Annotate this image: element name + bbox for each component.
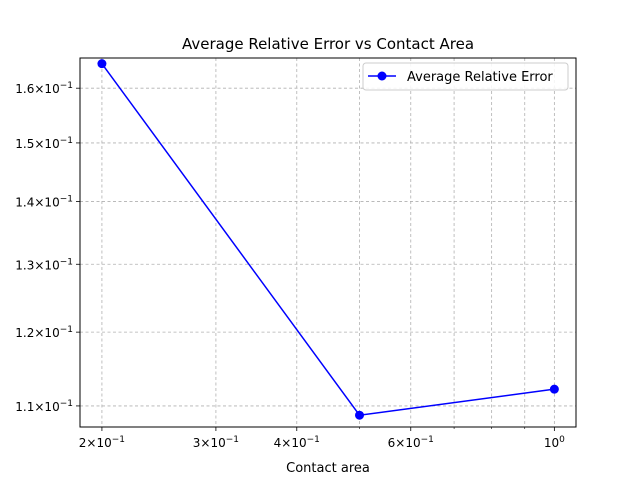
y-tick-label-0: 1.1×10−1 xyxy=(15,399,73,414)
series-layer xyxy=(97,59,559,420)
legend: Average Relative Error xyxy=(362,62,569,91)
x-tick-label-2-exponent: −1 xyxy=(307,435,320,445)
y-tick-label-4-exponent: −1 xyxy=(60,136,73,146)
chart-title: Average Relative Error vs Contact Area xyxy=(182,35,474,53)
legend-marker-swatch xyxy=(377,71,387,81)
x-tick-label-0-exponent: −1 xyxy=(112,435,125,445)
x-axis-label: Contact area xyxy=(286,461,370,476)
y-tick-label-3-exponent: −1 xyxy=(60,194,73,204)
series-line-0 xyxy=(101,63,555,417)
grid-lines xyxy=(80,58,576,427)
x-tick-label-2: 4×10−1 xyxy=(274,435,320,450)
x-axis-ticks: 2×10−1 3×10−1 4×10−1 6×10−1 100 xyxy=(79,427,565,450)
y-tick-label-1-exponent: −1 xyxy=(60,325,73,335)
x-tick-label-3: 6×10−1 xyxy=(388,435,434,450)
y-tick-label-0-exponent: −1 xyxy=(60,399,73,409)
y-tick-label-5: 1.6×10−1 xyxy=(15,81,73,96)
data-point-0-2 xyxy=(549,384,559,394)
x-tick-label-4: 100 xyxy=(544,435,565,450)
data-point-0-0 xyxy=(97,59,107,69)
y-tick-label-2-exponent: −1 xyxy=(60,257,73,267)
y-tick-label-3: 1.4×10−1 xyxy=(15,194,73,209)
y-axis-ticks: 1.1×10−1 1.2×10−1 1.3×10−1 1.4×10−1 1.5×10−1… xyxy=(15,81,80,414)
x-tick-label-0: 2×10−1 xyxy=(79,435,125,450)
data-point-0-1 xyxy=(355,410,365,420)
y-tick-label-5-exponent: −1 xyxy=(60,81,73,91)
x-tick-label-3-exponent: −1 xyxy=(421,435,434,445)
x-tick-label-1: 3×10−1 xyxy=(193,435,239,450)
x-tick-label-4-exponent: 0 xyxy=(559,435,565,445)
plot-area-frame xyxy=(79,57,577,428)
y-tick-label-4: 1.5×10−1 xyxy=(15,136,73,151)
y-tick-label-2: 1.3×10−1 xyxy=(15,257,73,272)
legend-entry-label: Average Relative Error xyxy=(407,70,553,85)
x-tick-label-1-exponent: −1 xyxy=(226,435,239,445)
y-tick-label-1: 1.2×10−1 xyxy=(15,325,73,340)
legend-box xyxy=(362,62,569,91)
